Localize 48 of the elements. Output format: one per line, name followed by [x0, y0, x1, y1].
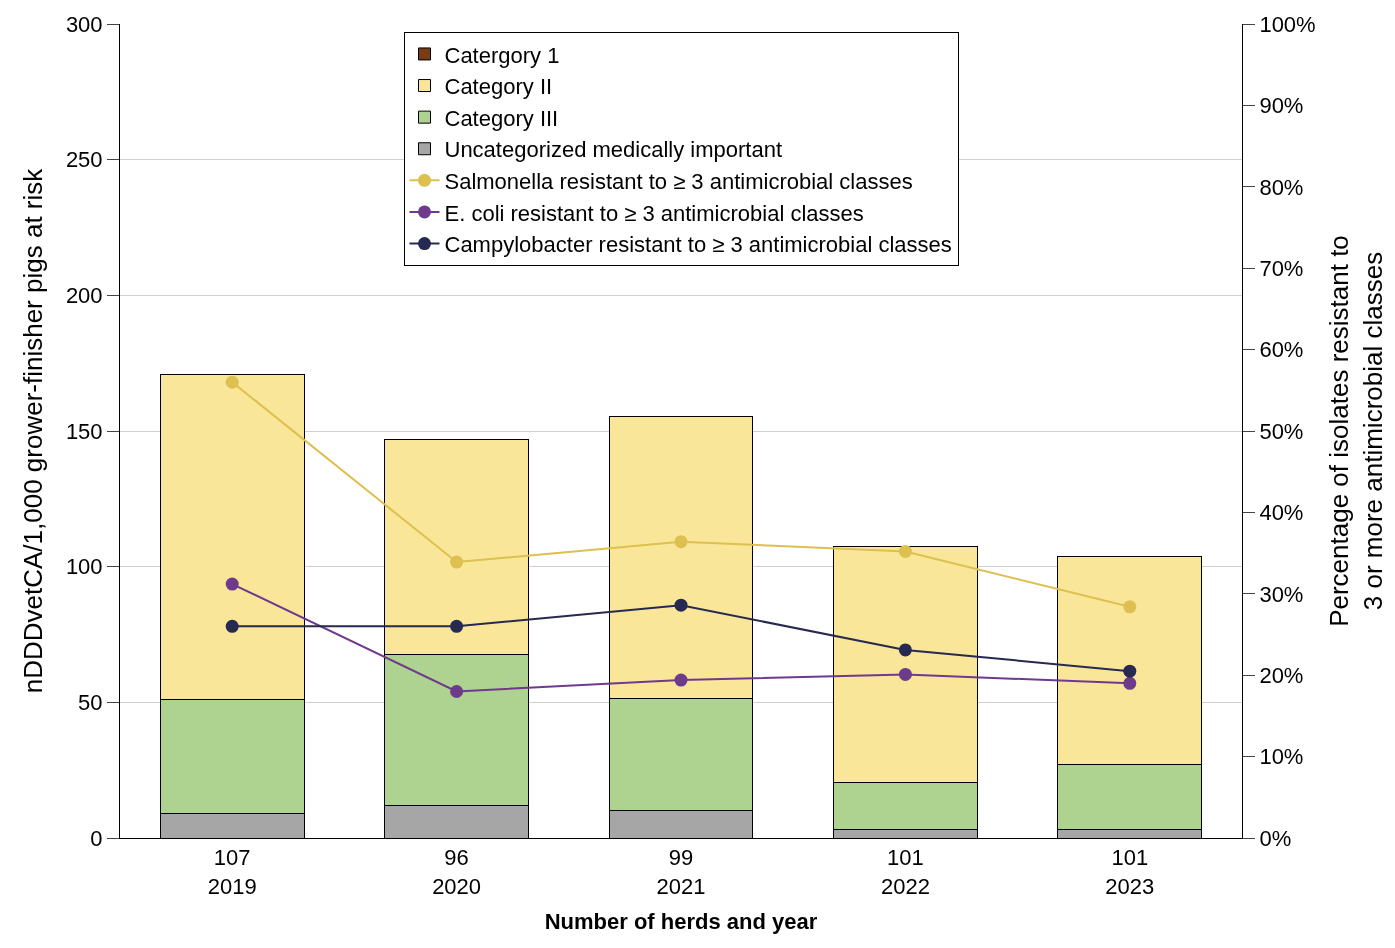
legend-label: Campylobacter resistant to ≥ 3 antimicrobial classes — [444, 232, 952, 258]
legend-label: Salmonella resistant to ≥ 3 antimicrobial classes — [444, 168, 913, 194]
point — [450, 555, 464, 569]
legend-label: E. coli resistant to ≥ 3 antimicrobial classes — [444, 200, 864, 226]
y2-tick-label: 90% — [1259, 93, 1304, 119]
point — [674, 673, 688, 687]
y2-tick-label: 40% — [1259, 500, 1304, 526]
y-tick-label: 250 — [65, 147, 103, 173]
point — [1123, 600, 1137, 614]
y2-tick-label: 70% — [1259, 255, 1304, 281]
y2-tick-label: 30% — [1259, 581, 1304, 607]
y2-tick-label: 10% — [1259, 744, 1304, 770]
x-tick-label: 101 2022 — [880, 845, 930, 899]
y-axis-title: nDDDvetCA/1,000 grower-finisher pigs at risk — [18, 167, 49, 694]
y-tick-label: 0 — [90, 825, 103, 851]
x-axis-title: Number of herds and year — [544, 908, 818, 934]
y-tick-label: 150 — [65, 418, 103, 444]
point — [898, 544, 912, 558]
y2-axis-title: Percentage of isolates resistant to 3 or more antimicrobial classes — [1324, 235, 1389, 627]
point — [674, 535, 688, 549]
y2-tick-label: 100% — [1259, 11, 1316, 37]
y2-tick-label: 0% — [1259, 825, 1292, 851]
point — [450, 619, 464, 633]
legend-label: Catergory 1 — [444, 42, 560, 68]
y-tick-label: 50 — [78, 690, 103, 716]
y-tick-label: 100 — [65, 554, 103, 580]
y2-tick-label: 60% — [1259, 337, 1304, 363]
point — [898, 667, 912, 681]
legend-label: Category III — [444, 105, 559, 131]
point — [225, 619, 239, 633]
point — [1123, 676, 1137, 690]
x-tick-label: 101 2023 — [1105, 845, 1155, 899]
y-tick-label: 200 — [65, 283, 103, 309]
point — [1123, 664, 1137, 678]
y2-tick-label: 50% — [1259, 418, 1304, 444]
x-tick-label: 99 2021 — [656, 845, 706, 899]
point — [450, 684, 464, 698]
y2-tick-label: 20% — [1259, 662, 1304, 688]
legend-label: Category II — [444, 74, 553, 100]
point — [225, 375, 239, 389]
y-tick-label: 300 — [65, 11, 103, 37]
y2-tick-label: 80% — [1259, 174, 1304, 200]
x-tick-label: 96 2020 — [432, 845, 482, 899]
point — [898, 643, 912, 657]
point — [674, 598, 688, 612]
legend-label: Uncategorized medically important — [444, 137, 782, 163]
x-tick-label: 107 2019 — [207, 845, 257, 899]
point — [225, 577, 239, 591]
